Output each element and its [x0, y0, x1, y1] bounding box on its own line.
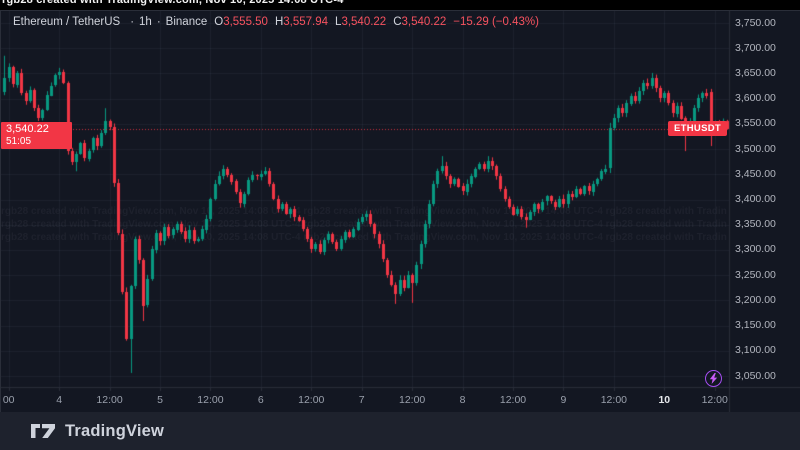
interval-label[interactable]: 1h — [139, 16, 152, 28]
time-tick-label: 12:00 — [701, 394, 728, 406]
tradingview-logo-icon — [31, 424, 55, 438]
time-tick-label: 12:00 — [600, 394, 627, 406]
top-watermark-text: rgb28 created with TradingView.com, Nov … — [2, 0, 344, 6]
time-tick-label: 6 — [257, 394, 264, 406]
time-tick-label: 12:00 — [96, 394, 123, 406]
time-tick-label: 12:00 — [398, 394, 426, 406]
candlestick-chart-canvas[interactable] — [1, 11, 800, 413]
chart-legend: Ethereum / TetherUS · 1h · Binance O3,55… — [13, 16, 539, 28]
brand-bar: TradingView — [0, 412, 800, 450]
time-tick-label: 5 — [157, 394, 163, 406]
price-tick-label: 3,700.00 — [735, 41, 776, 54]
price-tick-label: 3,200.00 — [735, 293, 776, 306]
time-tick-label: 4 — [56, 394, 63, 406]
price-tick-label: 3,400.00 — [735, 193, 776, 205]
price-tick-label: 3,500.00 — [735, 142, 776, 155]
price-tick-label: 3,300.00 — [735, 243, 776, 256]
ohlc-c: C3,540.22 — [393, 16, 447, 28]
time-tick-label: 10 — [658, 394, 671, 406]
price-tick-label: 3,750.00 — [735, 16, 776, 29]
price-tick-label: 3,450.00 — [735, 167, 776, 180]
ohlc-o: O3,555.50 — [214, 16, 268, 28]
price-tick-label: 3,600.00 — [735, 92, 776, 105]
price-tick-label: 3,050.00 — [735, 369, 776, 382]
exchange-label[interactable]: Binance — [165, 16, 208, 28]
price-tick-label: 3,350.00 — [735, 218, 776, 231]
tradingview-logo-text: TradingView — [65, 421, 165, 440]
ohlc-l: L3,540.22 — [335, 16, 387, 28]
price-axis[interactable]: 3,750.00 3,700.00 3,650.00 3,600.00 3,550.00… — [730, 11, 800, 387]
time-tick-label: 00 — [2, 394, 15, 406]
bolt-button[interactable] — [705, 370, 722, 387]
lightning-bolt-icon — [709, 373, 718, 384]
tradingview-logo[interactable]: TradingView — [30, 421, 164, 441]
ohlc-values: O3,555.50 H3,557.94 L3,540.22 C3,540.22 — [207, 16, 446, 28]
last-price-badge: 3,540.22 51:05 — [1, 121, 72, 149]
ohlc-h: H3,557.94 — [274, 16, 329, 28]
time-axis[interactable]: 00 4 12:00 5 12:00 6 12:00 7 12:00 8 12:00 9 12:00 10… — [1, 388, 729, 413]
price-tick-label: 3,100.00 — [735, 344, 776, 357]
top-watermark-bar: rgb28 created with TradingView.com, Nov … — [0, 0, 800, 9]
price-line-symbol-tag: ETHUSDT — [668, 121, 727, 137]
bar-countdown: 51:05 — [6, 135, 32, 147]
time-tick-label: 12:00 — [197, 394, 224, 406]
time-tick-label: 9 — [560, 394, 567, 406]
chart-widget: rgb28 created with TradingView.com, Nov … — [0, 10, 800, 413]
price-tick-label: 3,550.00 — [735, 117, 776, 130]
time-tick-label: 12:00 — [499, 394, 527, 406]
time-tick-label: 7 — [358, 394, 365, 406]
legend-separator-2: · — [156, 16, 161, 28]
time-tick-label: 8 — [459, 394, 466, 406]
price-tick-label: 3,250.00 — [735, 268, 776, 281]
time-tick-label: 12:00 — [298, 394, 325, 406]
symbol-title[interactable]: Ethereum / TetherUS — [13, 16, 121, 28]
last-price-value: 3,540.22 — [6, 122, 49, 135]
change-value: −15.29 (−0.43%) — [453, 16, 539, 28]
price-tick-label: 3,650.00 — [735, 66, 776, 79]
price-tick-label: 3,150.00 — [735, 319, 776, 332]
legend-separator-1: · — [130, 16, 135, 28]
